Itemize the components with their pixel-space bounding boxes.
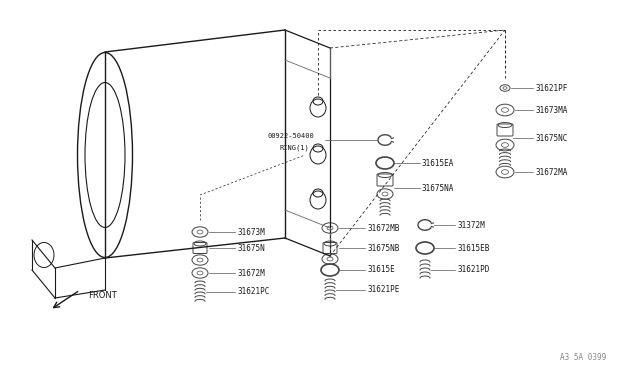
Text: 31675NB: 31675NB [367, 244, 399, 253]
Text: RING(1): RING(1) [280, 145, 310, 151]
Text: 31672M: 31672M [237, 269, 265, 278]
Text: 31673M: 31673M [237, 228, 265, 237]
Text: 31675N: 31675N [237, 244, 265, 253]
Text: 31621PE: 31621PE [367, 285, 399, 295]
Text: 31621PC: 31621PC [237, 288, 269, 296]
Text: 31615EB: 31615EB [458, 244, 490, 253]
Text: 31615EA: 31615EA [422, 158, 454, 167]
Text: 31672MB: 31672MB [367, 224, 399, 232]
Text: 31675NC: 31675NC [535, 134, 568, 142]
Text: 31672MA: 31672MA [535, 167, 568, 176]
Text: 31372M: 31372M [458, 221, 486, 230]
Text: 31673MA: 31673MA [535, 106, 568, 115]
Text: 31621PD: 31621PD [458, 266, 490, 275]
Text: A3 5A 0399: A3 5A 0399 [560, 353, 606, 362]
Text: 31621PF: 31621PF [535, 83, 568, 93]
Text: 31675NA: 31675NA [422, 183, 454, 192]
Text: 31615E: 31615E [367, 266, 395, 275]
Text: 00922-50400: 00922-50400 [267, 133, 314, 139]
Text: FRONT: FRONT [88, 291, 116, 299]
